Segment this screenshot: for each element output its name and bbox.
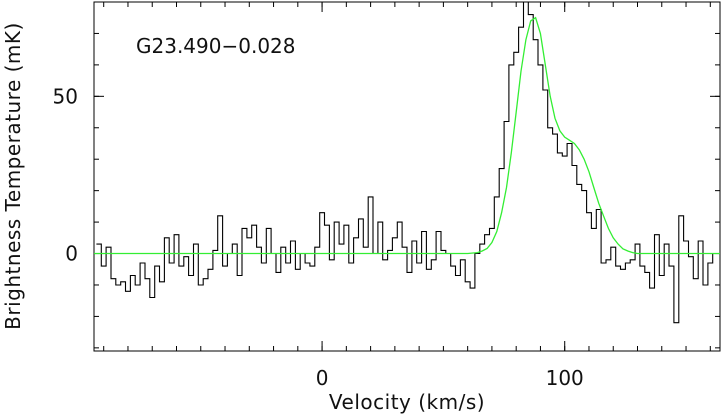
series-layer (94, 1, 720, 324)
gaussian-fit-line (94, 16, 720, 255)
y-tick-label: 0 (65, 242, 78, 266)
y-axis-title: Brightness Temperature (mK) (1, 22, 25, 330)
source-name-annotation: G23.490−0.028 (136, 34, 296, 58)
tick-labels: 0 100 0 50 (53, 84, 584, 390)
plot-frame (93, 1, 721, 352)
spectrum-step-line (96, 1, 718, 324)
x-axis-title: Velocity (km/s) (329, 390, 485, 414)
x-tick-label: 100 (546, 366, 584, 390)
x-tick-label: 0 (316, 366, 329, 390)
y-tick-label: 50 (53, 84, 78, 108)
